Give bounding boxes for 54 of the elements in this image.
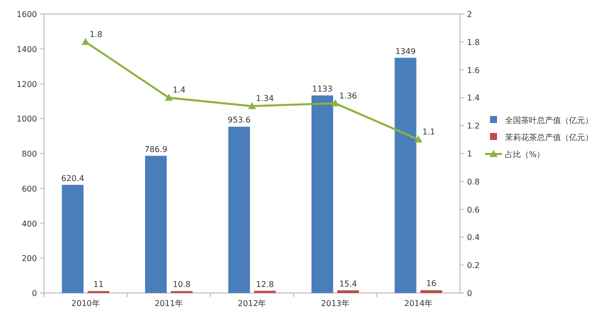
data-label: 1.1 — [422, 128, 436, 137]
data-label: 786.9 — [144, 144, 168, 154]
y-tick-label: 200 — [22, 254, 37, 264]
y-tick-label: 400 — [22, 219, 37, 228]
data-label: 12.8 — [256, 280, 274, 289]
data-label: 953.6 — [228, 116, 251, 125]
y2-tick-label: 1 — [467, 150, 472, 158]
legend-label: 占比（%） — [505, 150, 545, 159]
y-tick-label: 800 — [22, 150, 37, 158]
y2-tick-label: 0 — [467, 289, 472, 298]
data-label: 1349 — [395, 46, 416, 56]
point — [164, 94, 173, 101]
bar — [394, 58, 416, 293]
point — [248, 102, 256, 110]
data-label: 620.4 — [61, 174, 84, 183]
x-tick-label: 2014年 — [404, 299, 433, 308]
data-label: 15.4 — [339, 279, 357, 288]
data-label: 11 — [93, 280, 104, 290]
data-label: 1.36 — [339, 91, 358, 100]
x-tick-label: 2010年 — [71, 299, 100, 308]
y-tick-label: 600 — [22, 184, 37, 194]
y2-tick-label: 0.2 — [467, 261, 480, 270]
y2-tick-label: 1.8 — [467, 38, 480, 47]
legend-label: 全国茶叶总产值（亿元） — [505, 116, 593, 125]
y2-tick-label: 0.8 — [467, 177, 480, 186]
bar — [228, 126, 250, 293]
data-label: 16 — [426, 279, 436, 288]
y2-tick-label: 1.6 — [467, 66, 480, 75]
x-tick-label: 2012年 — [238, 299, 266, 308]
y-tick-label: 0 — [32, 289, 37, 298]
data-label: 1.8 — [90, 30, 102, 39]
y2-tick-label: 1.4 — [467, 94, 480, 103]
y-tick-label: 1000 — [16, 114, 37, 124]
y2-tick-label: 2 — [467, 10, 472, 19]
bar — [311, 95, 334, 293]
point — [414, 136, 422, 143]
x-tick-label: 2011年 — [154, 299, 183, 308]
y2-tick-label: 0.6 — [467, 205, 480, 214]
point — [331, 99, 340, 106]
bar — [62, 184, 84, 293]
data-label: 1.34 — [256, 94, 274, 104]
y2-tick-label: 0.4 — [467, 233, 480, 242]
bar — [145, 156, 167, 293]
data-label: 10.8 — [172, 280, 191, 290]
x-tick-label: 2013年 — [321, 299, 350, 308]
y-tick-label: 1400 — [16, 44, 37, 54]
y-tick-label: 1600 — [16, 10, 37, 19]
legend-label: 茉莉花茶总产值（亿元） — [505, 133, 593, 142]
bar — [337, 290, 359, 293]
data-label: 1.4 — [172, 86, 186, 95]
y2-tick-label: 1.2 — [467, 122, 480, 131]
y-tick-label: 1200 — [16, 80, 37, 89]
bar — [420, 290, 442, 293]
data-label: 1133 — [312, 84, 332, 94]
